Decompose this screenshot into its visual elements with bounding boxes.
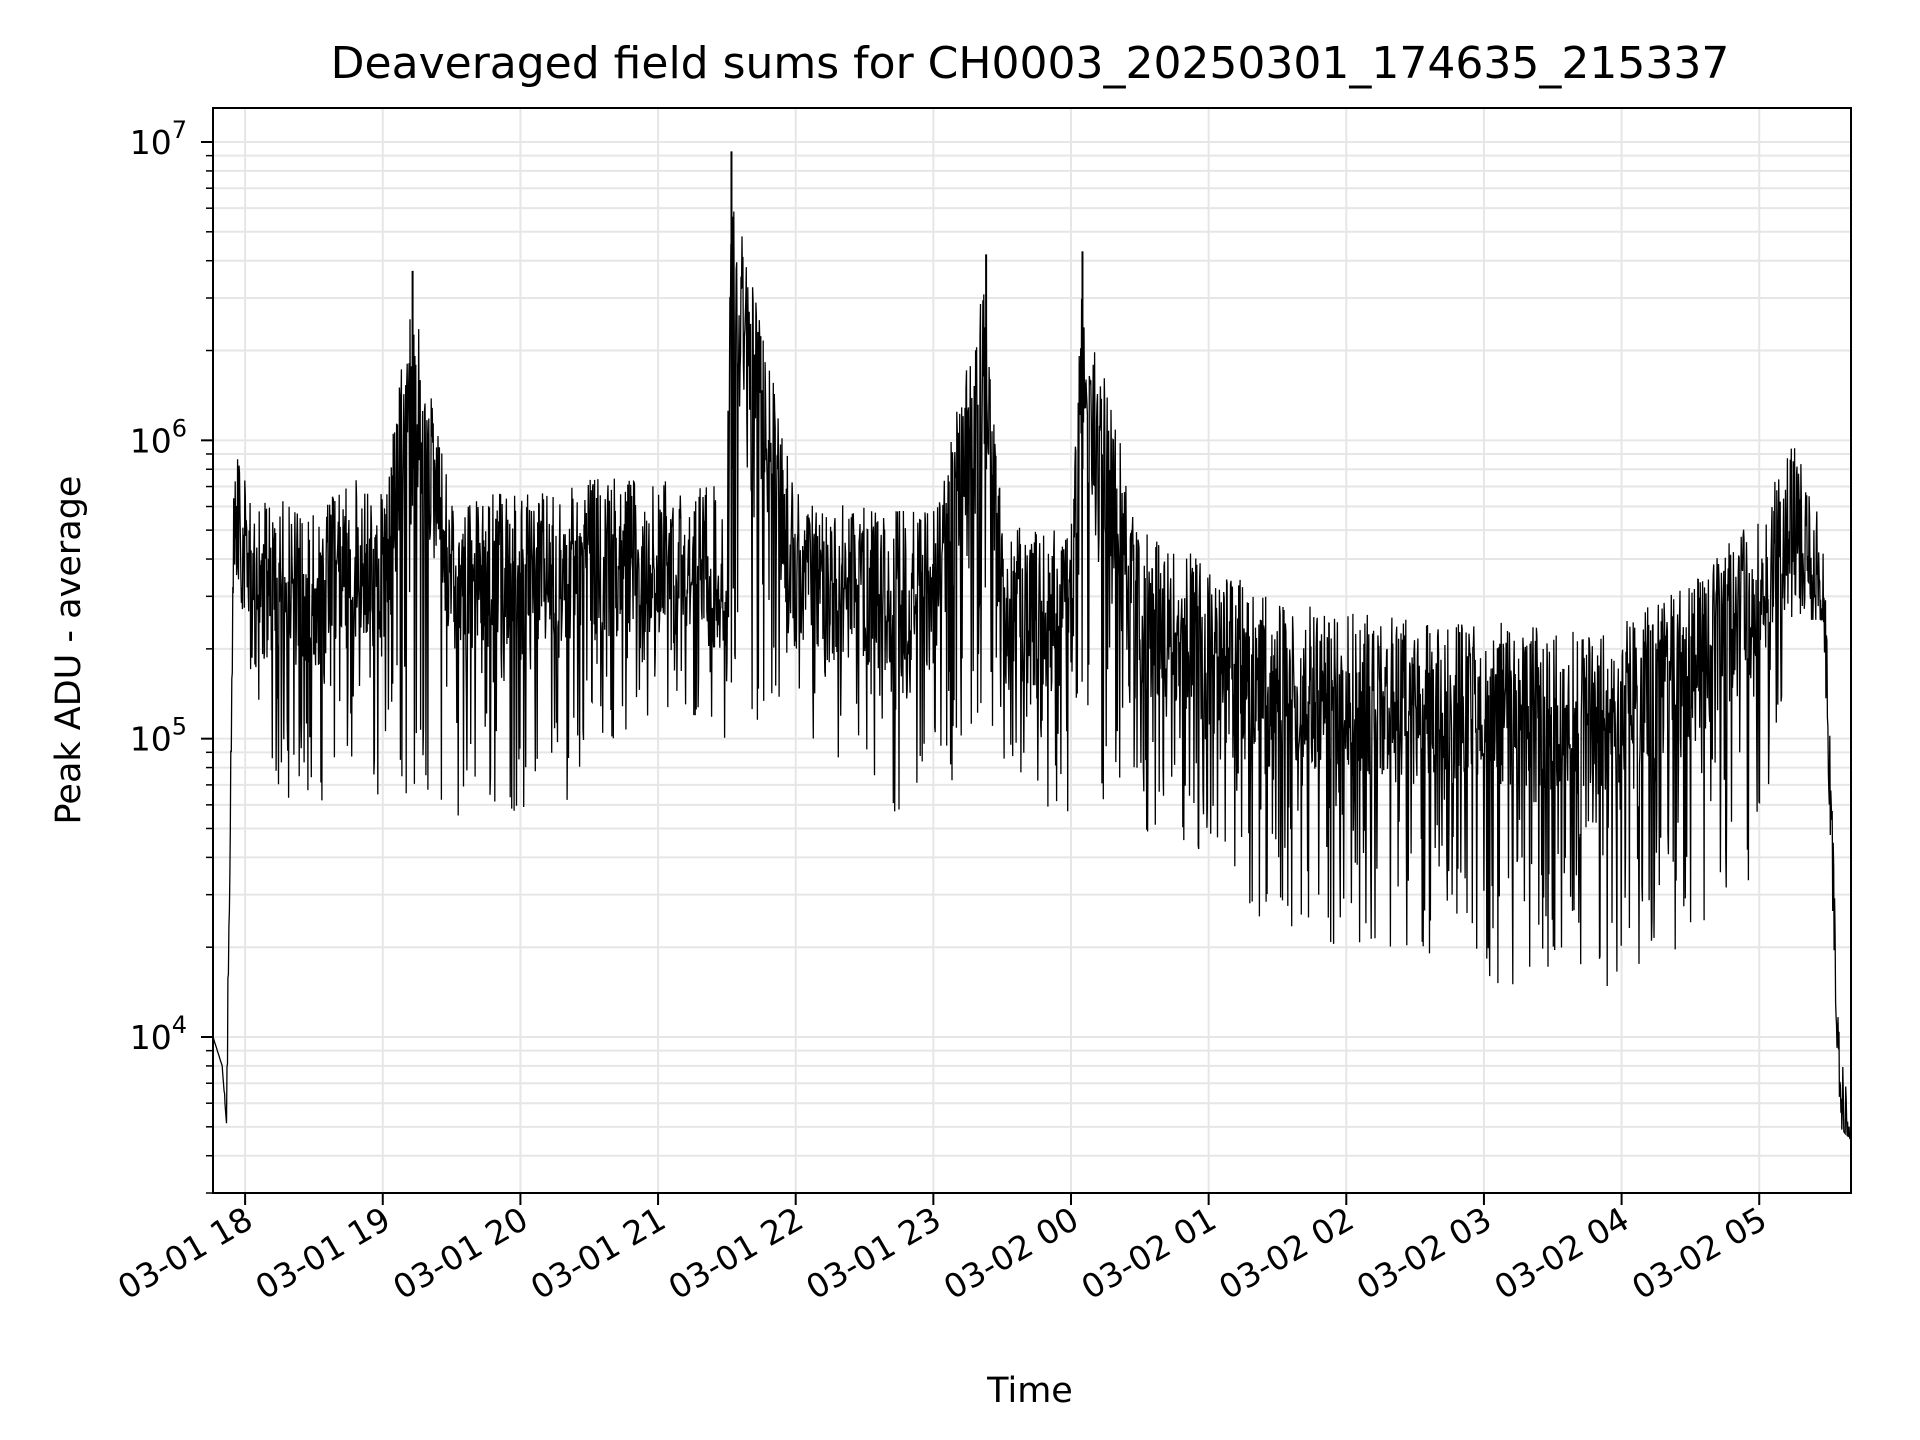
y-tick-label: 105 [130, 713, 187, 759]
x-axis-label: Time [986, 1371, 1073, 1411]
y-tick-label: 106 [130, 414, 187, 460]
tick-marks [201, 140, 1761, 1205]
y-tick-label: 107 [130, 116, 187, 162]
series-line [212, 211, 1852, 1141]
y-tick-label: 104 [130, 1011, 187, 1057]
y-axis-label: Peak ADU - average [49, 476, 89, 825]
data-series [212, 151, 1852, 1141]
chart-title: Deaveraged field sums for CH0003_2025030… [331, 38, 1730, 89]
plot-frame [212, 107, 1852, 1194]
